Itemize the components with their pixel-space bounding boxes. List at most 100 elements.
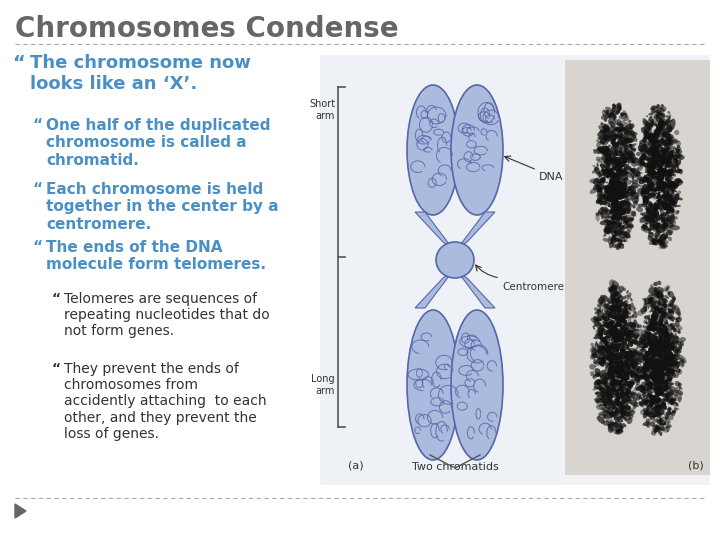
Ellipse shape [678, 156, 683, 160]
Ellipse shape [613, 369, 617, 372]
Ellipse shape [622, 288, 626, 291]
Ellipse shape [608, 369, 616, 376]
Ellipse shape [668, 202, 675, 213]
Text: Long
arm: Long arm [311, 374, 335, 396]
Ellipse shape [608, 216, 612, 218]
Ellipse shape [624, 220, 629, 224]
Ellipse shape [628, 134, 630, 137]
Ellipse shape [621, 225, 625, 228]
Ellipse shape [657, 343, 662, 351]
Ellipse shape [608, 406, 614, 411]
Ellipse shape [597, 332, 603, 339]
Ellipse shape [607, 329, 609, 333]
Ellipse shape [660, 413, 662, 415]
Ellipse shape [611, 347, 619, 356]
Ellipse shape [629, 144, 633, 147]
Ellipse shape [648, 228, 652, 231]
Ellipse shape [611, 303, 615, 308]
Ellipse shape [629, 224, 634, 228]
Ellipse shape [608, 156, 612, 159]
Ellipse shape [665, 225, 670, 228]
Ellipse shape [658, 117, 667, 124]
Ellipse shape [645, 359, 650, 364]
Ellipse shape [654, 398, 659, 402]
Ellipse shape [622, 329, 631, 334]
Ellipse shape [649, 159, 655, 165]
Ellipse shape [596, 149, 600, 154]
Ellipse shape [602, 328, 606, 332]
Ellipse shape [672, 194, 679, 199]
Ellipse shape [664, 193, 670, 200]
Ellipse shape [664, 172, 671, 178]
Ellipse shape [664, 304, 670, 310]
Ellipse shape [640, 389, 647, 394]
Ellipse shape [649, 343, 654, 349]
Ellipse shape [608, 157, 612, 161]
Ellipse shape [662, 325, 665, 327]
Ellipse shape [650, 285, 654, 289]
Ellipse shape [595, 214, 600, 221]
Ellipse shape [648, 217, 651, 219]
Ellipse shape [649, 361, 653, 365]
Ellipse shape [657, 163, 665, 169]
Ellipse shape [595, 187, 598, 191]
Ellipse shape [631, 145, 635, 148]
Ellipse shape [606, 181, 608, 184]
Ellipse shape [600, 332, 603, 337]
Ellipse shape [619, 177, 621, 178]
Ellipse shape [654, 425, 659, 432]
Ellipse shape [641, 154, 646, 160]
Ellipse shape [619, 137, 628, 144]
Ellipse shape [596, 392, 599, 394]
Ellipse shape [660, 386, 663, 389]
Ellipse shape [631, 176, 634, 180]
Ellipse shape [631, 211, 636, 217]
Ellipse shape [651, 134, 658, 141]
Ellipse shape [616, 103, 621, 107]
Ellipse shape [660, 374, 664, 380]
Ellipse shape [634, 192, 636, 194]
Ellipse shape [621, 184, 626, 192]
Ellipse shape [675, 318, 678, 320]
Ellipse shape [659, 418, 662, 423]
Ellipse shape [605, 372, 613, 379]
Ellipse shape [606, 187, 611, 193]
Ellipse shape [649, 167, 654, 173]
Ellipse shape [614, 314, 624, 320]
Ellipse shape [657, 393, 660, 396]
Ellipse shape [647, 332, 652, 338]
Ellipse shape [603, 147, 608, 152]
Ellipse shape [599, 195, 605, 200]
Ellipse shape [655, 375, 659, 379]
Ellipse shape [644, 359, 647, 361]
Ellipse shape [595, 312, 598, 314]
Ellipse shape [669, 216, 675, 224]
Ellipse shape [613, 360, 620, 371]
Ellipse shape [657, 194, 662, 199]
Ellipse shape [639, 388, 645, 393]
Ellipse shape [600, 184, 603, 185]
Ellipse shape [649, 218, 652, 221]
Ellipse shape [657, 380, 660, 383]
Ellipse shape [654, 407, 657, 409]
Ellipse shape [610, 177, 618, 184]
Ellipse shape [675, 317, 678, 321]
Ellipse shape [642, 422, 650, 426]
Ellipse shape [632, 339, 639, 345]
Ellipse shape [603, 150, 606, 152]
Ellipse shape [654, 341, 662, 350]
Ellipse shape [621, 216, 625, 220]
Ellipse shape [630, 402, 636, 406]
Ellipse shape [621, 377, 623, 379]
Ellipse shape [619, 181, 624, 184]
Ellipse shape [618, 309, 620, 313]
Ellipse shape [636, 395, 641, 401]
Ellipse shape [648, 169, 651, 171]
Ellipse shape [677, 362, 680, 364]
Ellipse shape [654, 372, 658, 375]
Ellipse shape [644, 410, 647, 413]
Ellipse shape [678, 400, 680, 402]
Ellipse shape [658, 165, 663, 170]
Ellipse shape [647, 169, 651, 172]
Ellipse shape [668, 162, 674, 167]
